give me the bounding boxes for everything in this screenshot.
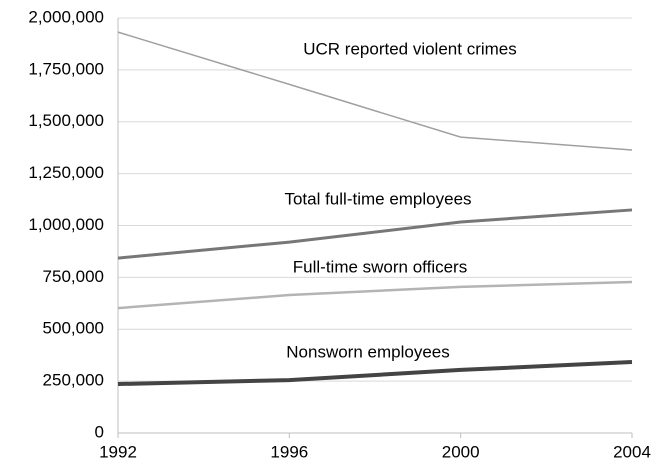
y-tick-label: 500,000 bbox=[43, 319, 104, 338]
series-label: Total full-time employees bbox=[284, 189, 471, 208]
y-tick-label: 2,000,000 bbox=[28, 7, 104, 26]
y-tick-label: 1,750,000 bbox=[28, 59, 104, 78]
y-tick-label: 1,250,000 bbox=[28, 163, 104, 182]
y-tick-label: 750,000 bbox=[43, 267, 104, 286]
series-label: Nonsworn employees bbox=[286, 342, 449, 361]
x-tick-label: 2000 bbox=[442, 442, 480, 461]
y-tick-label: 1,000,000 bbox=[28, 215, 104, 234]
series-label: UCR reported violent crimes bbox=[303, 39, 517, 58]
series-line bbox=[117, 208, 633, 260]
series-line bbox=[117, 280, 633, 310]
x-tick-label: 1996 bbox=[270, 442, 308, 461]
y-tick-label: 0 bbox=[95, 422, 104, 441]
y-tick-label: 1,500,000 bbox=[28, 111, 104, 130]
series-label: Full-time sworn officers bbox=[293, 257, 467, 276]
x-tick-label: 2004 bbox=[613, 442, 651, 461]
x-tick-label: 1992 bbox=[99, 442, 137, 461]
series-line bbox=[117, 31, 633, 151]
y-tick-label: 250,000 bbox=[43, 371, 104, 390]
series-line bbox=[117, 360, 633, 387]
